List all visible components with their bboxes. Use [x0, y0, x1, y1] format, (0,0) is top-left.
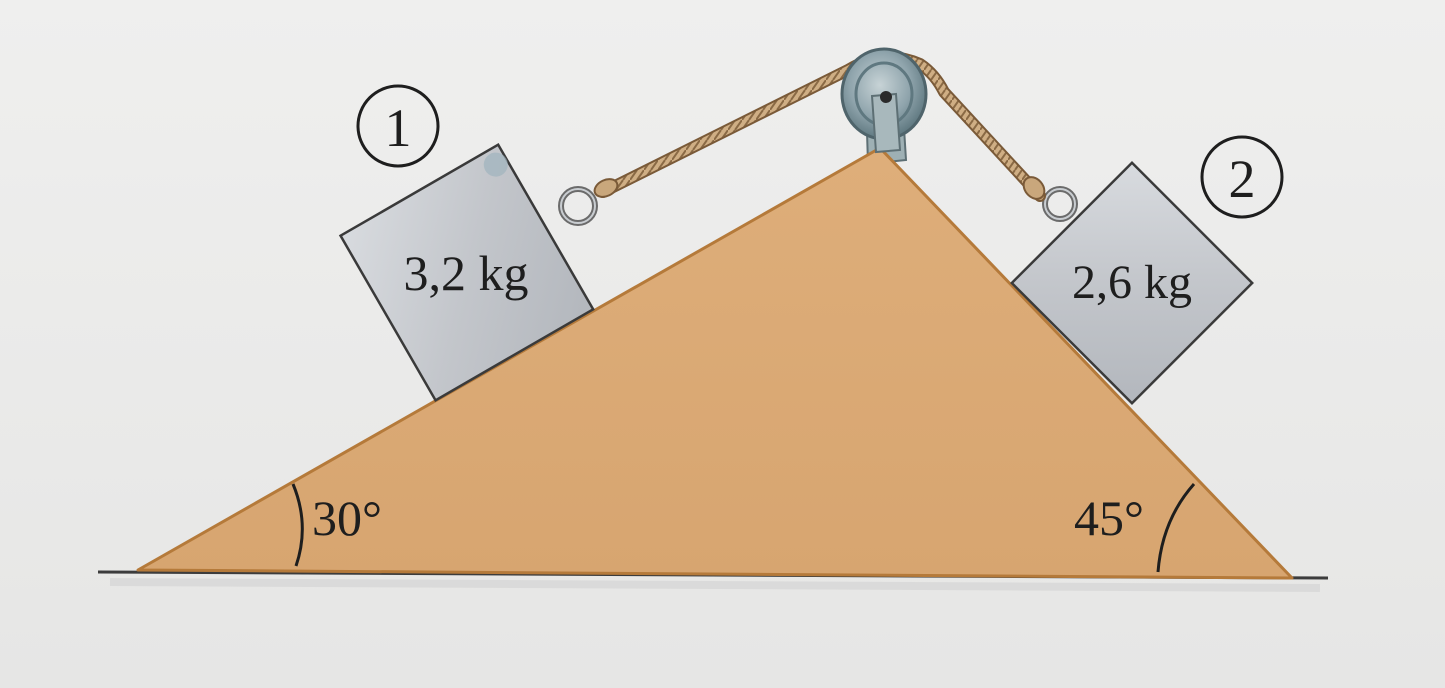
block-2-tag-number: 2: [1229, 149, 1256, 209]
ring-icon: [558, 186, 598, 226]
block-1-tag: 1: [356, 84, 440, 168]
block-1-tag-number: 1: [385, 98, 412, 158]
left-angle-arc: [291, 483, 304, 567]
block-2-mass-label: 2,6 kg: [1072, 256, 1192, 309]
rope-knot: [593, 178, 619, 198]
right-angle-label: 45°: [1074, 490, 1144, 546]
ring-icon: [1042, 186, 1078, 222]
left-angle-label: 30°: [312, 490, 382, 546]
block-1: [338, 143, 595, 402]
block-1-bolt: [483, 152, 508, 177]
rope-knot: [1022, 176, 1046, 200]
block-1-mass-label: 3,2 kg: [404, 245, 529, 301]
block-2-tag: 2: [1200, 135, 1284, 219]
right-angle-arc: [1156, 483, 1196, 573]
block-2: [1010, 161, 1254, 405]
pulley-icon: [840, 47, 928, 154]
pulley-axle: [880, 91, 892, 103]
